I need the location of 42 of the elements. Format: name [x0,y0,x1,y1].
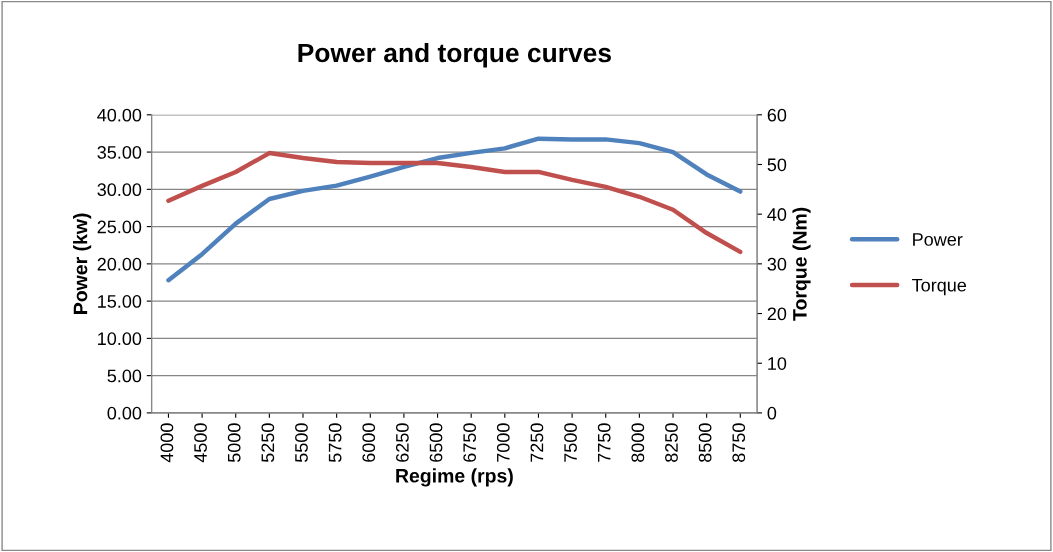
y2-tick-label: 10 [768,357,787,370]
x-tick-label: 7500 [564,423,577,462]
x-tick-label: 6000 [362,423,376,462]
x-tick-label: 6750 [463,423,477,462]
y-tick-label: 5.00 [107,369,142,383]
y2-tick-label: 50 [767,158,787,172]
y2-axis-title: Torque (Nm) [792,207,811,321]
line-series [166,150,743,255]
y-tick-label: 15.00 [98,295,142,308]
chart-title: Power and torque curves [298,42,611,68]
y-tick-label: 20.00 [97,257,142,271]
x-tick-label: 7250 [530,423,544,462]
x-tick-label: 8500 [698,423,712,462]
y-axis-title: Power (kw) [73,213,92,314]
line-series [166,136,743,283]
y2-tick-label: 20 [767,307,787,321]
x-tick-label: 5250 [261,423,275,463]
y2-tick-label: 60 [767,108,787,122]
x-tick-label: 8750 [732,423,746,462]
x-tick-label: 7750 [597,423,611,462]
y2-tick-label: 0 [767,406,777,420]
y-tick-label: 25.00 [97,220,142,234]
y-tick-label: 40.00 [97,108,142,122]
x-tick-label: 5750 [328,423,342,463]
x-tick-label: 4500 [194,423,207,463]
x-tick-label: 6250 [395,423,409,462]
x-tick-label: 7000 [496,423,510,462]
legend-label: Torque [912,278,967,296]
x-tick-label: 6500 [429,423,443,462]
x-axis-title: Regime (rps) [396,468,513,487]
y-tick-label: 0.00 [107,406,142,420]
y2-tick-label: 40 [767,208,787,221]
x-tick-label: 5000 [227,423,241,463]
x-tick-label: 4000 [160,423,174,463]
y-tick-label: 10.00 [98,332,142,346]
x-tick-label: 5500 [295,423,308,463]
x-tick-label: 8250 [665,423,678,462]
legend-label: Power [913,233,963,246]
y-tick-label: 35.00 [97,146,142,159]
y2-tick-label: 30 [767,257,787,271]
x-tick-label: 8000 [631,423,645,462]
y-tick-label: 30.00 [97,183,142,197]
